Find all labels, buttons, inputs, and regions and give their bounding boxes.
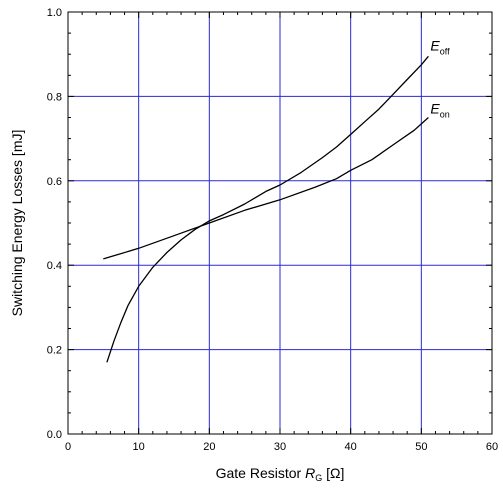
series-label-e-off: Eoff <box>430 37 450 56</box>
x-tick-label-50: 50 <box>415 441 427 453</box>
axis-ticks <box>67 11 493 435</box>
x-axis-title: Gate Resistor RG [Ω] <box>216 465 345 483</box>
y-axis-title: Switching Energy Losses [mJ] <box>9 130 25 317</box>
x-tick-label-40: 40 <box>345 441 357 453</box>
series-label-e-on-sub: on <box>440 110 450 120</box>
series-lines <box>103 55 429 363</box>
y-tick-label-0.2: 0.2 <box>47 345 62 357</box>
y-tick-label-0.8: 0.8 <box>47 91 62 103</box>
x-tick-label-0: 0 <box>65 441 71 453</box>
x-tick-label-30: 30 <box>274 441 286 453</box>
y-tick-label-1: 1.0 <box>47 7 62 19</box>
x-axis-title-symbol: R <box>305 465 315 481</box>
series-label-e-on-main: E <box>430 101 440 117</box>
x-axis-title-text: Gate Resistor <box>216 465 305 481</box>
y-tick-label-0.4: 0.4 <box>47 260 62 272</box>
y-tick-label-0.6: 0.6 <box>47 176 62 188</box>
x-axis-title-unit: [Ω] <box>322 465 344 481</box>
x-axis-title-subscript: G <box>315 473 322 483</box>
y-tick-label-0: 0.0 <box>47 429 62 441</box>
x-tick-label-10: 10 <box>133 441 145 453</box>
series-line-e-on <box>103 117 429 260</box>
series-label-e-on: Eon <box>430 101 449 120</box>
x-tick-label-20: 20 <box>203 441 215 453</box>
series-line-e-off <box>106 55 429 363</box>
series-label-e-off-main: E <box>430 37 440 53</box>
grid-lines <box>68 12 492 434</box>
x-tick-label-60: 60 <box>486 441 498 453</box>
series-label-e-off-sub: off <box>440 46 450 56</box>
tick-labels: 0 10 20 30 40 50 60 0.0 0.2 0.4 0.6 0.8 1.0 <box>47 7 498 453</box>
